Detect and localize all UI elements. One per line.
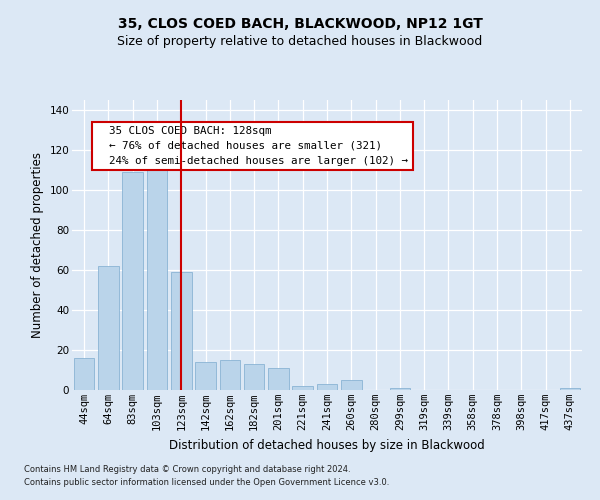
- Bar: [171, 272, 191, 390]
- Bar: [560, 388, 580, 390]
- Bar: [98, 266, 119, 390]
- Text: 35, CLOS COED BACH, BLACKWOOD, NP12 1GT: 35, CLOS COED BACH, BLACKWOOD, NP12 1GT: [118, 18, 482, 32]
- Bar: [268, 368, 289, 390]
- Bar: [292, 386, 313, 390]
- Bar: [195, 362, 216, 390]
- Bar: [317, 384, 337, 390]
- Text: Size of property relative to detached houses in Blackwood: Size of property relative to detached ho…: [118, 35, 482, 48]
- Text: 35 CLOS COED BACH: 128sqm
  ← 76% of detached houses are smaller (321)
  24% of : 35 CLOS COED BACH: 128sqm ← 76% of detac…: [96, 126, 408, 166]
- X-axis label: Distribution of detached houses by size in Blackwood: Distribution of detached houses by size …: [169, 438, 485, 452]
- Bar: [341, 380, 362, 390]
- Bar: [220, 360, 240, 390]
- Bar: [122, 172, 143, 390]
- Text: Contains public sector information licensed under the Open Government Licence v3: Contains public sector information licen…: [24, 478, 389, 487]
- Bar: [244, 364, 265, 390]
- Bar: [389, 388, 410, 390]
- Y-axis label: Number of detached properties: Number of detached properties: [31, 152, 44, 338]
- Text: Contains HM Land Registry data © Crown copyright and database right 2024.: Contains HM Land Registry data © Crown c…: [24, 466, 350, 474]
- Bar: [74, 358, 94, 390]
- Bar: [146, 158, 167, 390]
